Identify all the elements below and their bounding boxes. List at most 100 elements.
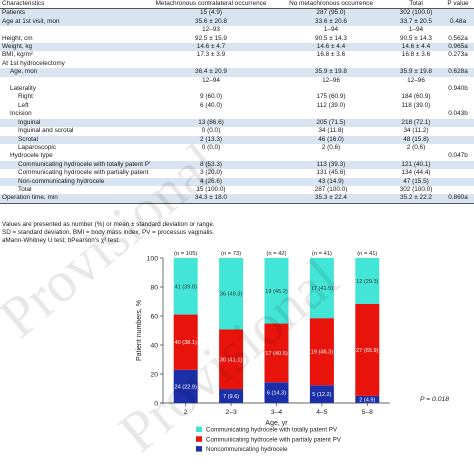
row-label-cell: Incision (10, 110, 32, 118)
row-label-cell: BMI, kg/m² (2, 51, 33, 59)
table-cell: 35.3 ± 22.4 (272, 194, 390, 204)
characteristics-table-container: Characteristics Metachronous contralater… (0, 0, 474, 204)
footnote-values: Values are presented as number (%) or me… (2, 221, 215, 228)
bar-value-label: 6 (14.3) (267, 391, 286, 397)
table-cell: 218 (72.1) (390, 118, 442, 128)
x-tick-label: 2 (184, 409, 188, 416)
bar-value-label: 36 (49.3) (220, 292, 243, 298)
bar-value-label: 40 (38.1) (175, 340, 198, 346)
table-cell (442, 118, 474, 128)
bar-segment (355, 303, 380, 396)
legend-label: Communicating hydrocele with totally pat… (206, 427, 338, 434)
header-no-metachronous: No metachronous occurrence (272, 0, 390, 10)
table-cell: 90.5 ± 14.3 (400, 34, 432, 42)
row-label-cell: Laterality (10, 85, 36, 93)
bar-segment (264, 323, 289, 383)
table-row: 12–94 12–96 12–96 (0, 77, 474, 85)
bar-segment (309, 318, 334, 386)
table-row: Scrotal 2 (13.3) 46 (16.0) 48 (15.8) (0, 135, 474, 144)
table-cell: 9 (60.0) (199, 93, 223, 101)
table-cell: 1–94 (408, 26, 424, 34)
table-row: Inguinal and scrotal 0 (0.0) 34 (11.8) 34 (… (0, 127, 474, 135)
table-cell (442, 8, 474, 18)
y-tick-label: 20 (150, 371, 158, 378)
header-characteristics: Characteristics (0, 0, 150, 10)
bar-value-label: 30 (41.1) (220, 357, 243, 363)
bar-value-label: 7 (9.6) (223, 394, 239, 400)
table-cell: 34 (11.2) (403, 127, 429, 135)
bar-value-label: 17 (41.5) (311, 286, 334, 292)
table-cell: 16.8 ± 3.6 (316, 51, 346, 59)
legend-swatch (196, 426, 202, 432)
bar-n-label: (n = 41) (312, 251, 332, 257)
table-cell: 14.6 ± 4.7 (150, 43, 272, 52)
table-cell: 34 (11.8) (318, 127, 344, 135)
bar-value-label: 19 (46.3) (311, 350, 334, 356)
table-cell: 2 (0.6) (406, 143, 426, 151)
row-label-cell: Scrotal (0, 135, 150, 144)
x-tick-label: 4–5 (316, 409, 328, 416)
y-tick-label: 40 (150, 342, 158, 349)
table-cell: 1–94 (323, 26, 339, 34)
table-cell: 48 (15.8) (390, 135, 442, 144)
table-cell: 34.3 ± 18.0 (150, 194, 272, 204)
row-label-cell: Age at 1st visit, mon (0, 17, 150, 27)
table-cell: 3 (20.0) (199, 169, 223, 177)
table-cell: 131 (45.6) (316, 169, 346, 177)
table-row: Operation time, min 34.3 ± 18.0 35.3 ± 22.… (0, 194, 474, 204)
header-metachronous: Metachronous contralateral occurrence (150, 0, 272, 10)
row-label-cell: Operation time, min (0, 194, 150, 204)
legend-label: Noncommunicating hydrocele (206, 446, 288, 453)
bar-n-label: (n = 41) (357, 251, 377, 257)
bar-value-label: 24 (22.9) (175, 384, 198, 390)
table-cell: 92.5 ± 15.9 (195, 34, 227, 42)
table-cell: 46 (16.0) (272, 135, 390, 144)
table-cell: 0.273a (448, 51, 468, 59)
bar-segment (173, 314, 198, 370)
table-cell (442, 160, 474, 170)
table-cell: 287 (95.0) (272, 8, 390, 18)
row-label-cell: Right (18, 93, 33, 101)
table-cell: 15 (100.0) (196, 185, 226, 193)
table-row: Age, mon 36.4 ± 20.9 35.9 ± 19.8 35.9 ± 19.… (0, 68, 474, 77)
bar-segment (219, 329, 244, 390)
table-cell: 90.5 ± 14.3 (315, 34, 347, 42)
row-label-cell: Communicating hydrocele with totally pat… (0, 160, 150, 170)
bar-value-label: 27 (65.9) (356, 348, 379, 354)
table-row: Laterality 0.940b (0, 85, 474, 93)
bar-segment (219, 258, 244, 330)
table-cell: 0.562a (448, 34, 468, 42)
bar-segment (309, 258, 334, 319)
table-cell: 33.7 ± 20.5 (390, 17, 442, 27)
legend-swatch (196, 436, 202, 442)
table-cell: 12–94 (202, 76, 220, 84)
table-cell: 6 (40.0) (199, 101, 223, 109)
y-tick-label: 80 (150, 284, 158, 291)
table-footnotes: Values are presented as number (%) or me… (2, 221, 472, 246)
table-cell: 17.3 ± 3.9 (196, 51, 226, 59)
bar-n-label: (n = 105) (174, 251, 197, 257)
table-row: BMI, kg/m² 17.3 ± 3.9 16.8 ± 3.6 16.8 ± 3.6… (0, 51, 474, 59)
row-label-cell: Weight, kg (0, 43, 150, 52)
table-cell: 36.4 ± 20.9 (150, 68, 272, 77)
table-row: Patients 15 (4.9) 287 (95.0) 302 (100.0) (0, 8, 474, 18)
table-cell: 0.965a (442, 43, 474, 52)
bar-n-label: (n = 73) (221, 251, 241, 257)
table-cell: 0.047b (448, 152, 468, 160)
row-label-cell: At 1st hydrocelectomy (2, 59, 65, 67)
y-tick-label: 60 (150, 313, 158, 320)
table-cell: 4 (26.6) (150, 177, 272, 186)
row-label-cell: Height, cm (2, 34, 33, 42)
legend-label: Communicating hydrocele with partialy pa… (206, 436, 342, 443)
table-row: Inguinal 13 (86.6) 205 (71.5) 218 (72.1) (0, 118, 474, 128)
table-cell: 47 (15.5) (390, 177, 442, 186)
table-cell: 0.48a (442, 17, 474, 27)
table-row: Height, cm 92.5 ± 15.9 90.5 ± 14.3 90.5 ± 1… (0, 35, 474, 43)
table-cell: 43 (14.9) (272, 177, 390, 186)
bar-segment (173, 369, 198, 403)
bar-value-label: 5 (12.2) (312, 392, 331, 398)
table-cell: 13 (86.6) (150, 118, 272, 128)
table-body: Patients 15 (4.9) 287 (95.0) 302 (100.0) Age… (0, 8, 474, 204)
bar-segment (264, 258, 289, 324)
